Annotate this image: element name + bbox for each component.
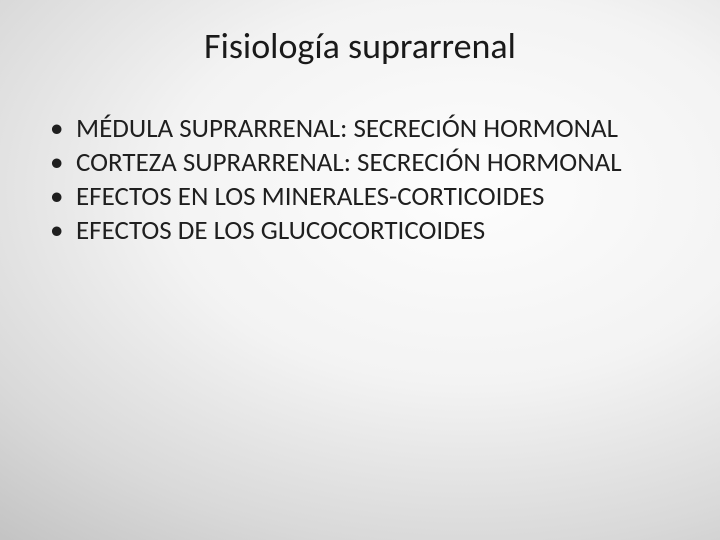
list-item: MÉDULA SUPRARRENAL: SECRECIÓN HORMONAL — [46, 112, 690, 146]
list-item: CORTEZA SUPRARRENAL: SECRECIÓN HORMONAL — [46, 146, 690, 180]
bullet-list: MÉDULA SUPRARRENAL: SECRECIÓN HORMONAL C… — [46, 112, 690, 248]
slide-body: MÉDULA SUPRARRENAL: SECRECIÓN HORMONAL C… — [0, 112, 720, 248]
slide-title: Fisiología suprarrenal — [0, 24, 720, 68]
list-item: EFECTOS EN LOS MINERALES-CORTICOIDES — [46, 180, 690, 214]
list-item: EFECTOS DE LOS GLUCOCORTICOIDES — [46, 214, 690, 248]
